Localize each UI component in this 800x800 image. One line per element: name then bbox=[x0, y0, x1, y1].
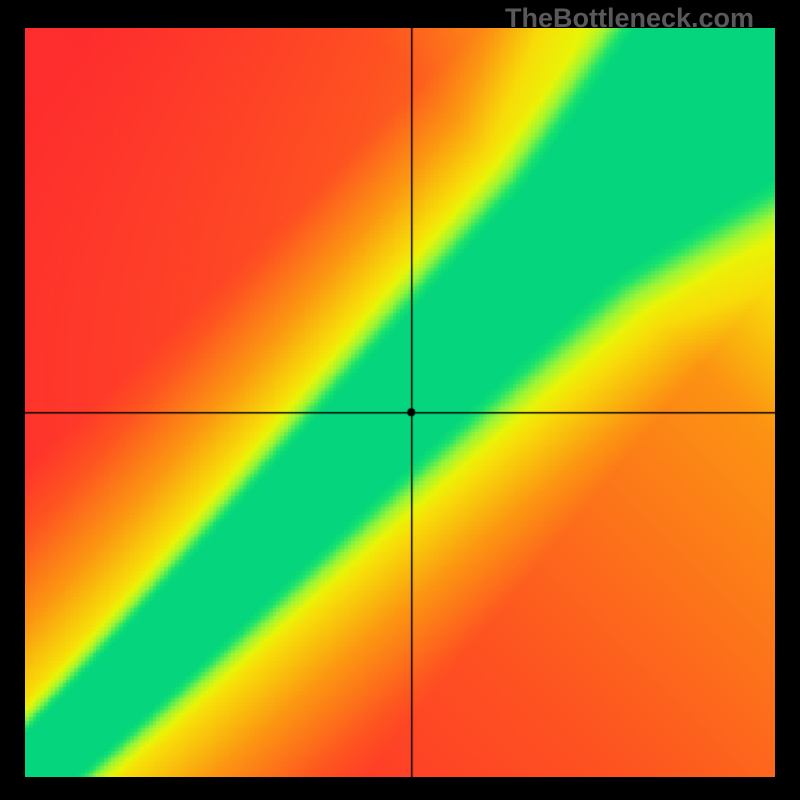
chart-container: TheBottleneck.com bbox=[0, 0, 800, 800]
heatmap-gradient-plot bbox=[25, 28, 775, 777]
watermark-text: TheBottleneck.com bbox=[505, 3, 754, 34]
